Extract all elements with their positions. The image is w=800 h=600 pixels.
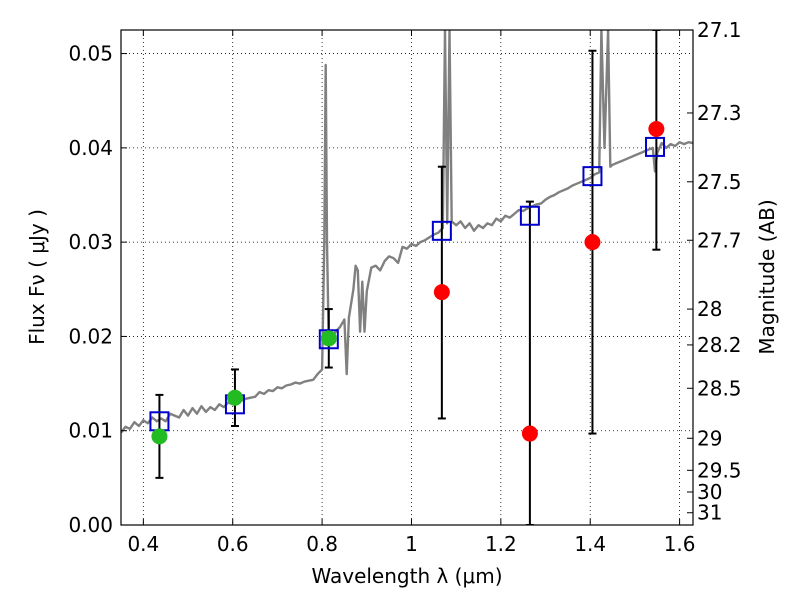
y-tick-label: 0.02	[68, 324, 113, 348]
x-tick-label: 0.4	[127, 532, 159, 556]
right-tick-label: 29	[697, 426, 722, 450]
y-tick-label: 0.05	[68, 42, 113, 66]
y-axis-ticks: 0.00 0.01 0.02 0.03 0.04 0.05	[68, 42, 127, 537]
right-tick-label: 28.5	[697, 376, 742, 400]
right-axis-label: Magnitude (AB)	[755, 199, 779, 354]
x-tick-label: 1	[405, 532, 418, 556]
model-square-point	[645, 136, 666, 157]
right-tick-label: 28.2	[697, 333, 742, 357]
right-tick-label: 30	[697, 480, 722, 504]
red-data-point	[521, 425, 538, 442]
model-square-point	[519, 205, 540, 226]
green-data-point	[320, 330, 337, 347]
x-tick-label: 0.6	[217, 532, 249, 556]
right-tick-label: 27.3	[697, 101, 742, 125]
red-data-point	[584, 234, 601, 251]
right-tick-label: 27.7	[697, 228, 742, 252]
green-data-point	[151, 428, 168, 445]
right-tick-label: 27.5	[697, 170, 742, 194]
x-axis-ticks: 0.4 0.6 0.8 1 1.2 1.4 1.6	[127, 30, 696, 556]
plot-frame	[120, 29, 694, 526]
y-tick-label: 0.03	[68, 230, 113, 254]
red-data-point	[433, 284, 450, 301]
model-square-point	[318, 329, 339, 350]
plot-background	[121, 30, 693, 525]
x-axis-label: Wavelength λ (μm)	[311, 564, 502, 588]
model-square-point	[582, 166, 603, 187]
y-tick-label: 0.00	[68, 513, 113, 537]
series-layer	[121, 30, 693, 525]
y-tick-label: 0.04	[68, 136, 113, 160]
x-tick-label: 1.4	[574, 532, 606, 556]
red-data-point	[648, 121, 665, 137]
green-data-point	[226, 389, 243, 406]
right-tick-label: 28	[697, 297, 722, 321]
right-tick-label: 29.5	[697, 458, 742, 482]
right-tick-label: 31	[697, 501, 722, 525]
y-axis-label: Flux Fν ( μJy )	[25, 209, 49, 345]
y-tick-label: 0.01	[68, 419, 113, 443]
model-square-point	[431, 220, 452, 241]
x-tick-label: 0.8	[306, 532, 338, 556]
right-tick-label: 27.1	[697, 18, 742, 42]
x-tick-label: 1.6	[664, 532, 696, 556]
x-tick-label: 1.2	[485, 532, 517, 556]
